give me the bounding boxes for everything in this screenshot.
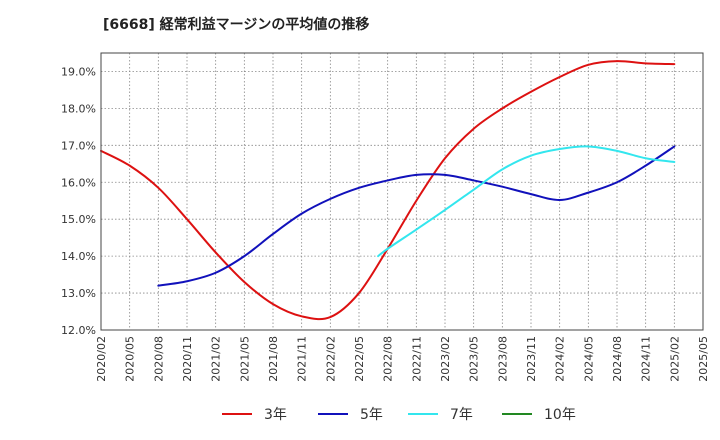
x-tick-label: 2022/02 bbox=[324, 336, 337, 382]
x-tick-label: 2021/05 bbox=[238, 336, 251, 382]
legend: 3年 5年 7年 10年 bbox=[222, 407, 576, 423]
x-tick-label: 2025/05 bbox=[697, 336, 710, 382]
x-tick-label: 2020/05 bbox=[124, 336, 137, 382]
legend-label: 3年 bbox=[264, 407, 287, 423]
plot-frame bbox=[100, 52, 704, 331]
x-tick-label: 2020/11 bbox=[181, 336, 194, 382]
x-tick-label: 2023/05 bbox=[468, 336, 481, 382]
y-tick-label: 19.0% bbox=[61, 65, 96, 78]
series-line-7年 bbox=[377, 145, 676, 258]
x-tick-label: 2023/02 bbox=[439, 336, 452, 382]
chart-title: [6668] 経常利益マージンの平均値の推移 bbox=[103, 16, 369, 33]
x-tick-label: 2021/02 bbox=[210, 336, 223, 382]
x-tick-label: 2024/11 bbox=[640, 336, 653, 382]
y-tick-label: 12.0% bbox=[61, 324, 96, 337]
x-tick-label: 2021/08 bbox=[267, 336, 280, 382]
x-tick-label: 2020/08 bbox=[152, 336, 165, 382]
legend-label: 5年 bbox=[360, 407, 383, 423]
x-tick-label: 2024/08 bbox=[611, 336, 624, 382]
x-tick-label: 2023/11 bbox=[525, 336, 538, 382]
x-tick-label: 2020/02 bbox=[95, 336, 108, 382]
y-tick-label: 18.0% bbox=[61, 102, 96, 115]
y-tick-label: 16.0% bbox=[61, 176, 96, 189]
grid bbox=[100, 53, 704, 331]
series-line-5年 bbox=[157, 145, 676, 287]
legend-label: 7年 bbox=[450, 407, 473, 423]
y-tick-label: 15.0% bbox=[61, 213, 96, 226]
series-lines bbox=[100, 60, 676, 321]
x-tick-label: 2021/11 bbox=[296, 336, 309, 382]
x-tick-label: 2024/02 bbox=[554, 336, 567, 382]
y-axis-ticks: 12.0% 13.0% 14.0% 15.0% 16.0% 17.0% 18.0% 19.0% bbox=[61, 65, 96, 337]
legend-label: 10年 bbox=[544, 407, 576, 423]
x-axis-ticks: 2020/02 2020/05 2020/08 2020/11 2021/02 2021/… bbox=[95, 336, 710, 382]
y-tick-label: 17.0% bbox=[61, 139, 96, 152]
x-tick-label: 2024/05 bbox=[582, 336, 595, 382]
x-tick-label: 2023/08 bbox=[496, 336, 509, 382]
x-tick-label: 2025/02 bbox=[668, 336, 681, 382]
x-tick-label: 2022/11 bbox=[410, 336, 423, 382]
y-tick-label: 13.0% bbox=[61, 287, 96, 300]
x-tick-label: 2022/08 bbox=[382, 336, 395, 382]
y-tick-label: 14.0% bbox=[61, 250, 96, 263]
x-tick-label: 2022/05 bbox=[353, 336, 366, 382]
